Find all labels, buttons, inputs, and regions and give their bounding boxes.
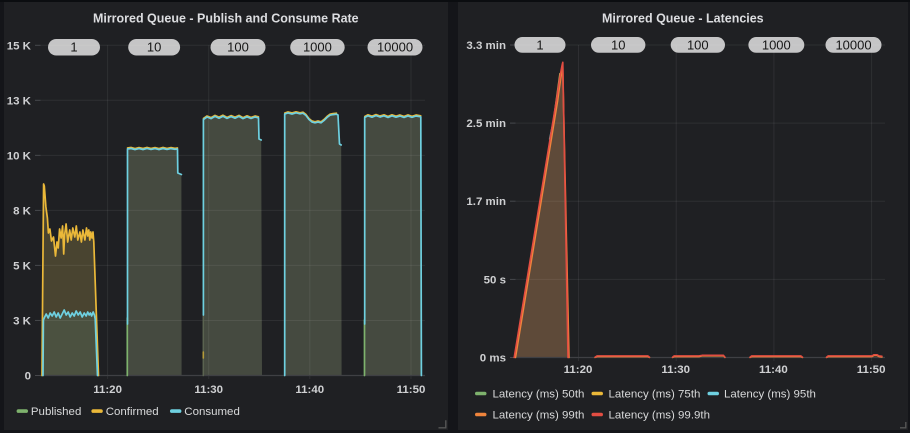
- svg-text:Confirmed: Confirmed: [106, 406, 159, 418]
- svg-text:1: 1: [536, 38, 543, 53]
- svg-text:1000: 1000: [762, 38, 791, 53]
- svg-text:3 K: 3 K: [13, 315, 32, 327]
- svg-text:Latency (ms) 99th: Latency (ms) 99th: [492, 410, 584, 422]
- svg-text:10000: 10000: [835, 38, 871, 53]
- svg-text:Mirrored Queue - Latencies: Mirrored Queue - Latencies: [602, 12, 764, 26]
- svg-text:Latency (ms) 99.9th: Latency (ms) 99.9th: [608, 410, 710, 422]
- svg-text:Latency (ms) 75th: Latency (ms) 75th: [608, 389, 700, 401]
- svg-text:0: 0: [25, 370, 31, 382]
- svg-text:Consumed: Consumed: [184, 406, 240, 418]
- svg-text:10: 10: [611, 38, 625, 53]
- svg-text:Published: Published: [31, 406, 81, 418]
- svg-text:11:30: 11:30: [661, 364, 690, 376]
- svg-text:8 K: 8 K: [13, 205, 32, 217]
- svg-text:2.5 min: 2.5 min: [466, 118, 506, 130]
- svg-text:Latency (ms) 50th: Latency (ms) 50th: [492, 389, 584, 401]
- svg-text:15 K: 15 K: [7, 40, 32, 52]
- svg-text:10 K: 10 K: [7, 150, 32, 162]
- svg-text:1000: 1000: [303, 40, 332, 55]
- svg-text:Mirrored Queue - Publish and C: Mirrored Queue - Publish and Consume Rat…: [93, 12, 359, 26]
- svg-text:1: 1: [70, 40, 77, 55]
- svg-text:1.7 min: 1.7 min: [466, 196, 506, 208]
- svg-text:10: 10: [147, 40, 161, 55]
- svg-text:100: 100: [687, 38, 709, 53]
- svg-text:11:20: 11:20: [564, 364, 593, 376]
- svg-text:13 K: 13 K: [7, 95, 32, 107]
- svg-text:5 K: 5 K: [13, 260, 32, 272]
- svg-text:0 ms: 0 ms: [480, 352, 506, 364]
- svg-text:11:30: 11:30: [194, 384, 223, 396]
- svg-text:11:50: 11:50: [397, 384, 426, 396]
- svg-text:10000: 10000: [377, 40, 413, 55]
- svg-text:11:20: 11:20: [93, 384, 122, 396]
- svg-text:11:50: 11:50: [857, 364, 886, 376]
- svg-text:11:40: 11:40: [295, 384, 324, 396]
- svg-text:Latency (ms) 95th: Latency (ms) 95th: [724, 389, 816, 401]
- svg-text:100: 100: [227, 40, 249, 55]
- svg-text:50 s: 50 s: [484, 274, 506, 286]
- svg-text:3.3 min: 3.3 min: [466, 40, 506, 52]
- svg-text:11:40: 11:40: [759, 364, 788, 376]
